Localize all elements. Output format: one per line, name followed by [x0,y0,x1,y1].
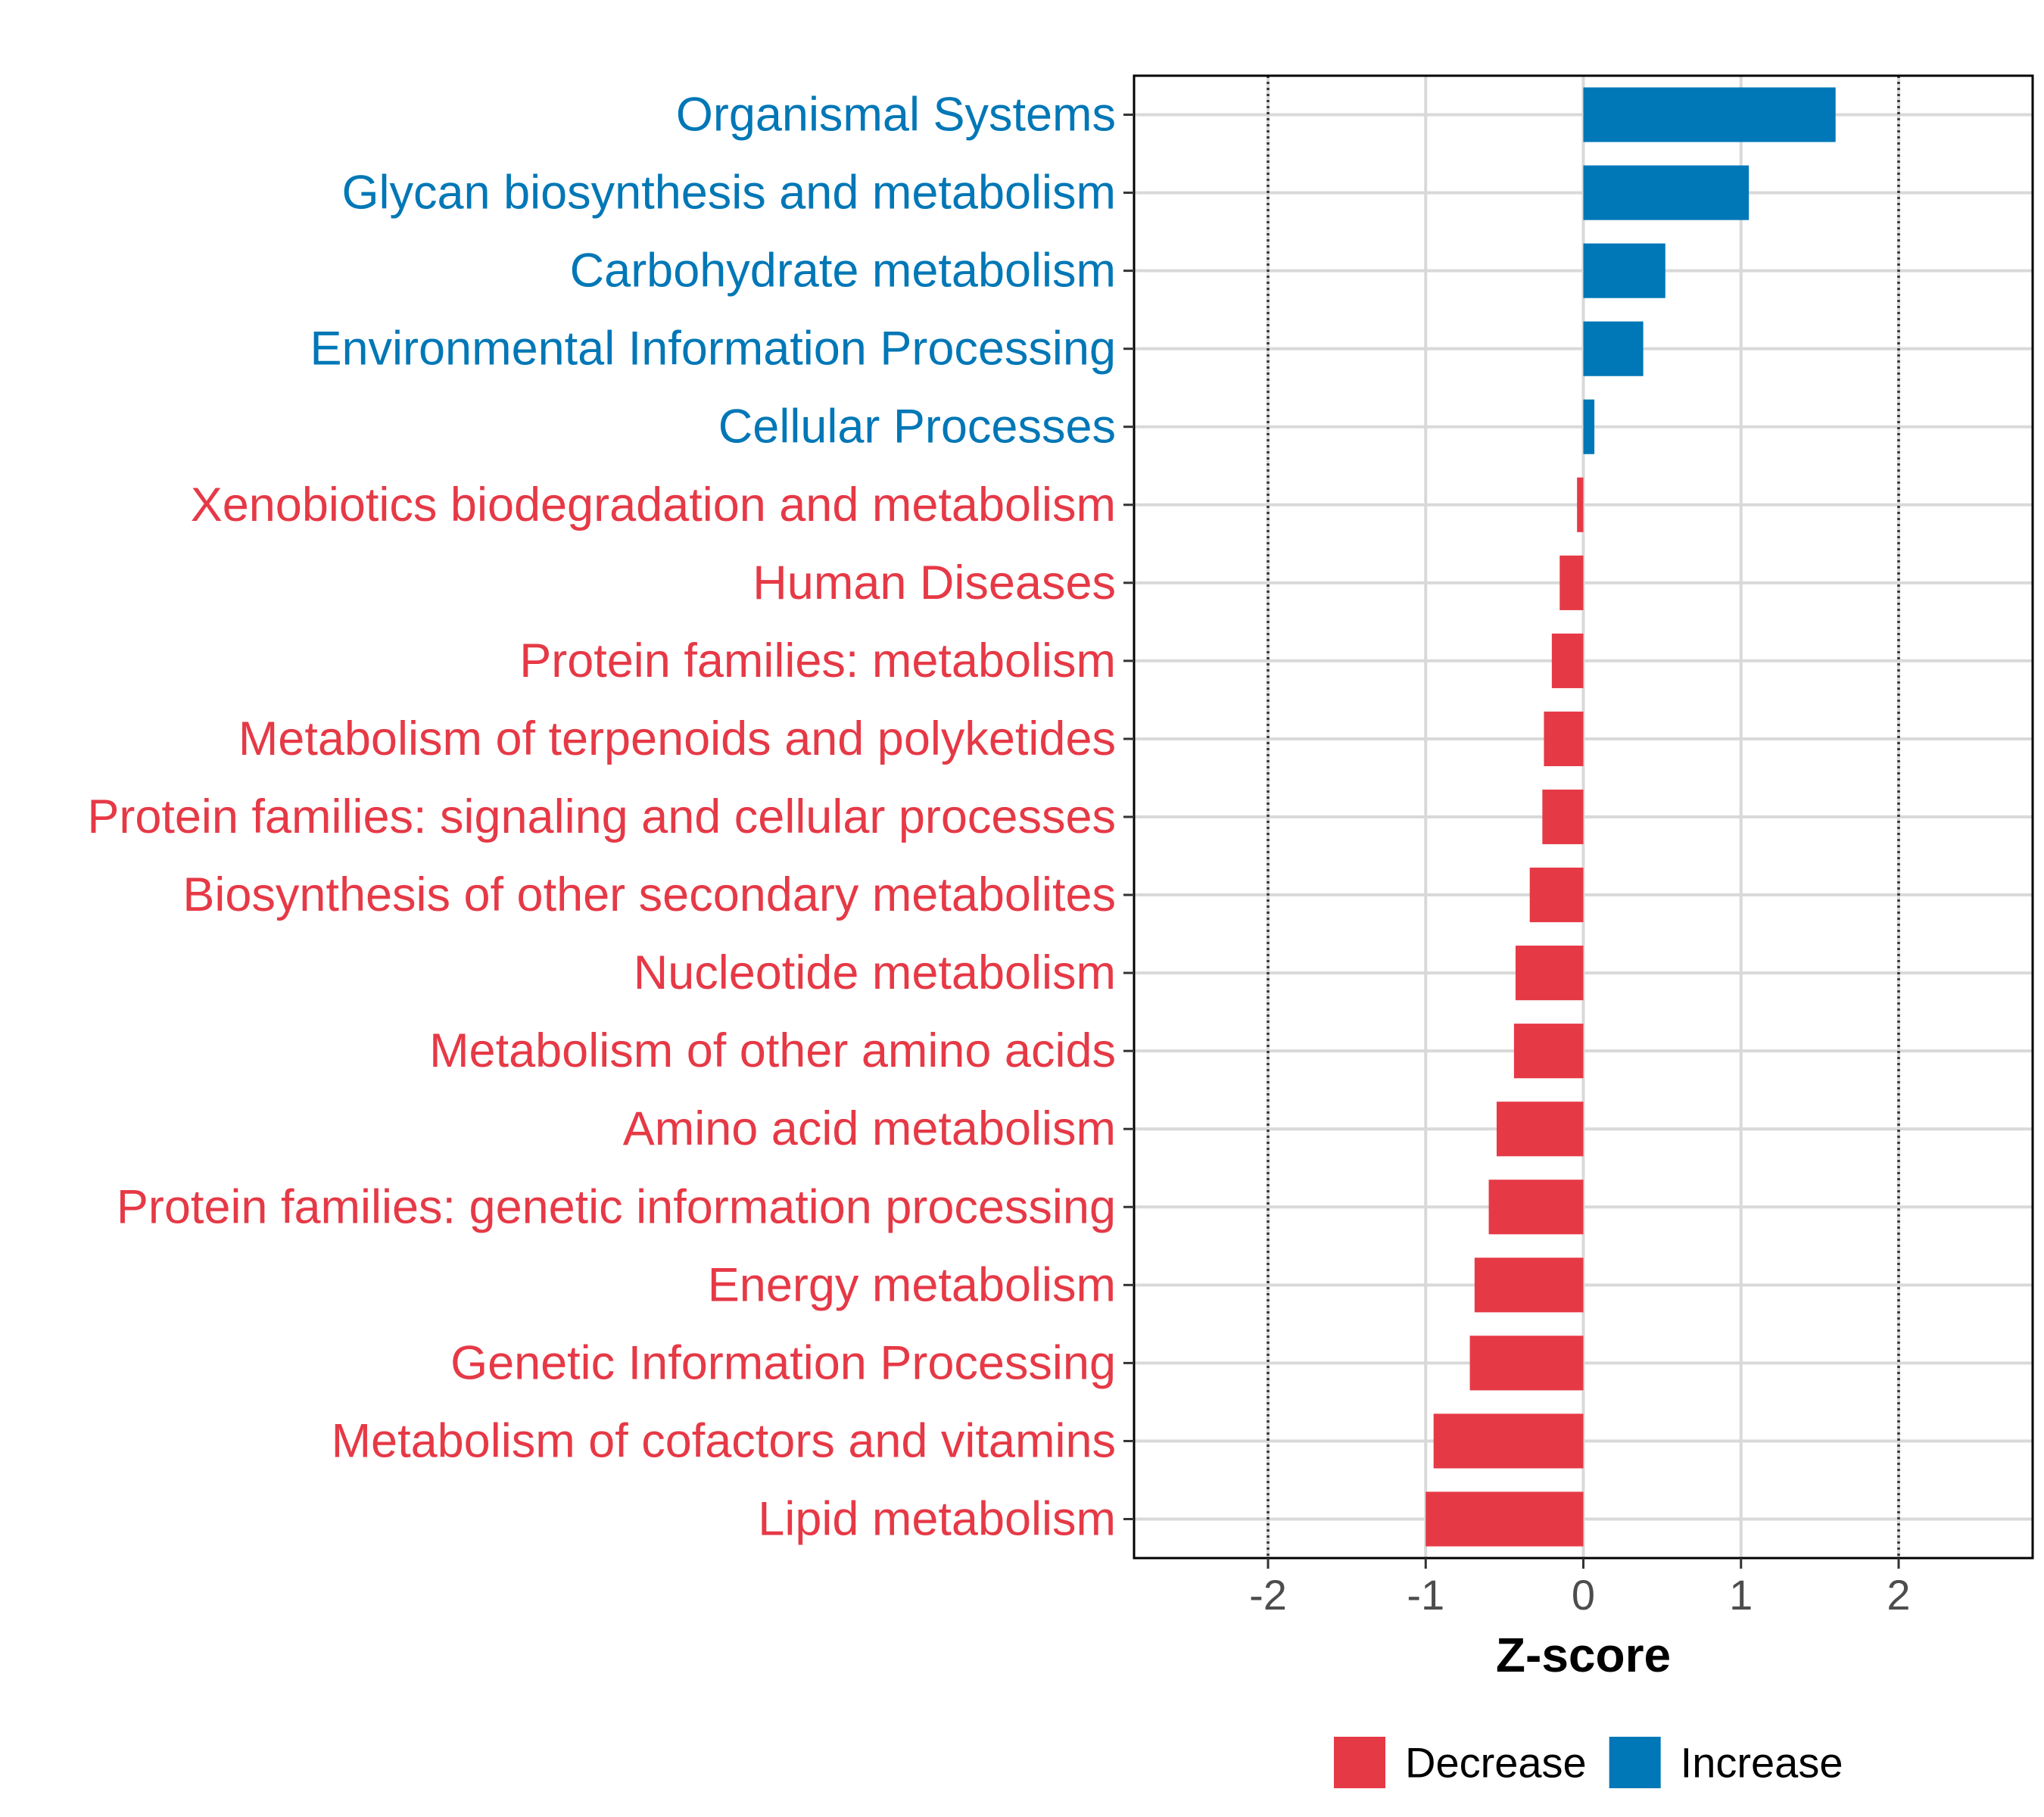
category-label: Energy metabolism [708,1258,1116,1311]
category-label: Nucleotide metabolism [634,946,1116,999]
category-label: Metabolism of cofactors and vitamins [332,1414,1116,1467]
category-label: Protein families: metabolism [519,634,1116,687]
legend-swatch [1334,1737,1385,1788]
category-label: Carbohydrate metabolism [570,245,1116,298]
category-label: Protein families: genetic information pr… [117,1180,1116,1233]
category-label: Environmental Information Processing [310,323,1116,376]
legend: Decrease Increase [1334,1737,1843,1788]
category-label: Organismal Systems [676,89,1116,142]
bar [1474,1258,1584,1313]
bar [1469,1335,1584,1391]
bar [1542,789,1584,845]
bar [1583,321,1644,376]
bar [1583,399,1595,454]
bar [1551,633,1584,688]
bar [1583,165,1750,220]
bar [1433,1413,1584,1469]
y-axis: Organismal Systems Glycan biosynthesis an… [87,89,1134,1545]
bars [1426,87,1836,1547]
x-axis: -2 -1 0 1 2 [1249,1558,1911,1619]
x-tick-label: -1 [1407,1571,1444,1619]
category-label: Metabolism of terpenoids and polyketides [238,712,1116,765]
legend-swatch [1609,1737,1661,1788]
category-label: Metabolism of other amino acids [429,1024,1116,1077]
bar [1583,87,1836,142]
bar [1513,1024,1584,1079]
bar [1529,867,1584,923]
category-label: Human Diseases [752,556,1116,609]
bar [1559,555,1584,610]
legend-label: Decrease [1405,1739,1587,1787]
bar [1577,477,1584,532]
category-label: Lipid metabolism [758,1492,1116,1545]
x-axis-title: Z-score [1496,1628,1671,1682]
bar [1583,243,1665,298]
category-label: Protein families: signaling and cellular… [87,790,1116,843]
category-label: Cellular Processes [718,400,1116,453]
x-tick-label: 2 [1887,1571,1910,1619]
bar [1488,1180,1584,1235]
x-tick-label: 0 [1572,1571,1595,1619]
bar [1544,711,1584,767]
category-label: Xenobiotics biodegradation and metabolis… [191,478,1116,531]
x-tick-label: -2 [1249,1571,1287,1619]
bar [1515,946,1584,1001]
bar [1426,1491,1584,1547]
category-label: Biosynthesis of other secondary metaboli… [182,868,1116,921]
legend-label: Increase [1681,1739,1843,1787]
x-tick-label: 1 [1729,1571,1753,1619]
bar [1496,1102,1584,1157]
category-label: Genetic Information Processing [450,1336,1116,1389]
category-label: Glycan biosynthesis and metabolism [342,167,1117,220]
category-label: Amino acid metabolism [623,1102,1116,1155]
